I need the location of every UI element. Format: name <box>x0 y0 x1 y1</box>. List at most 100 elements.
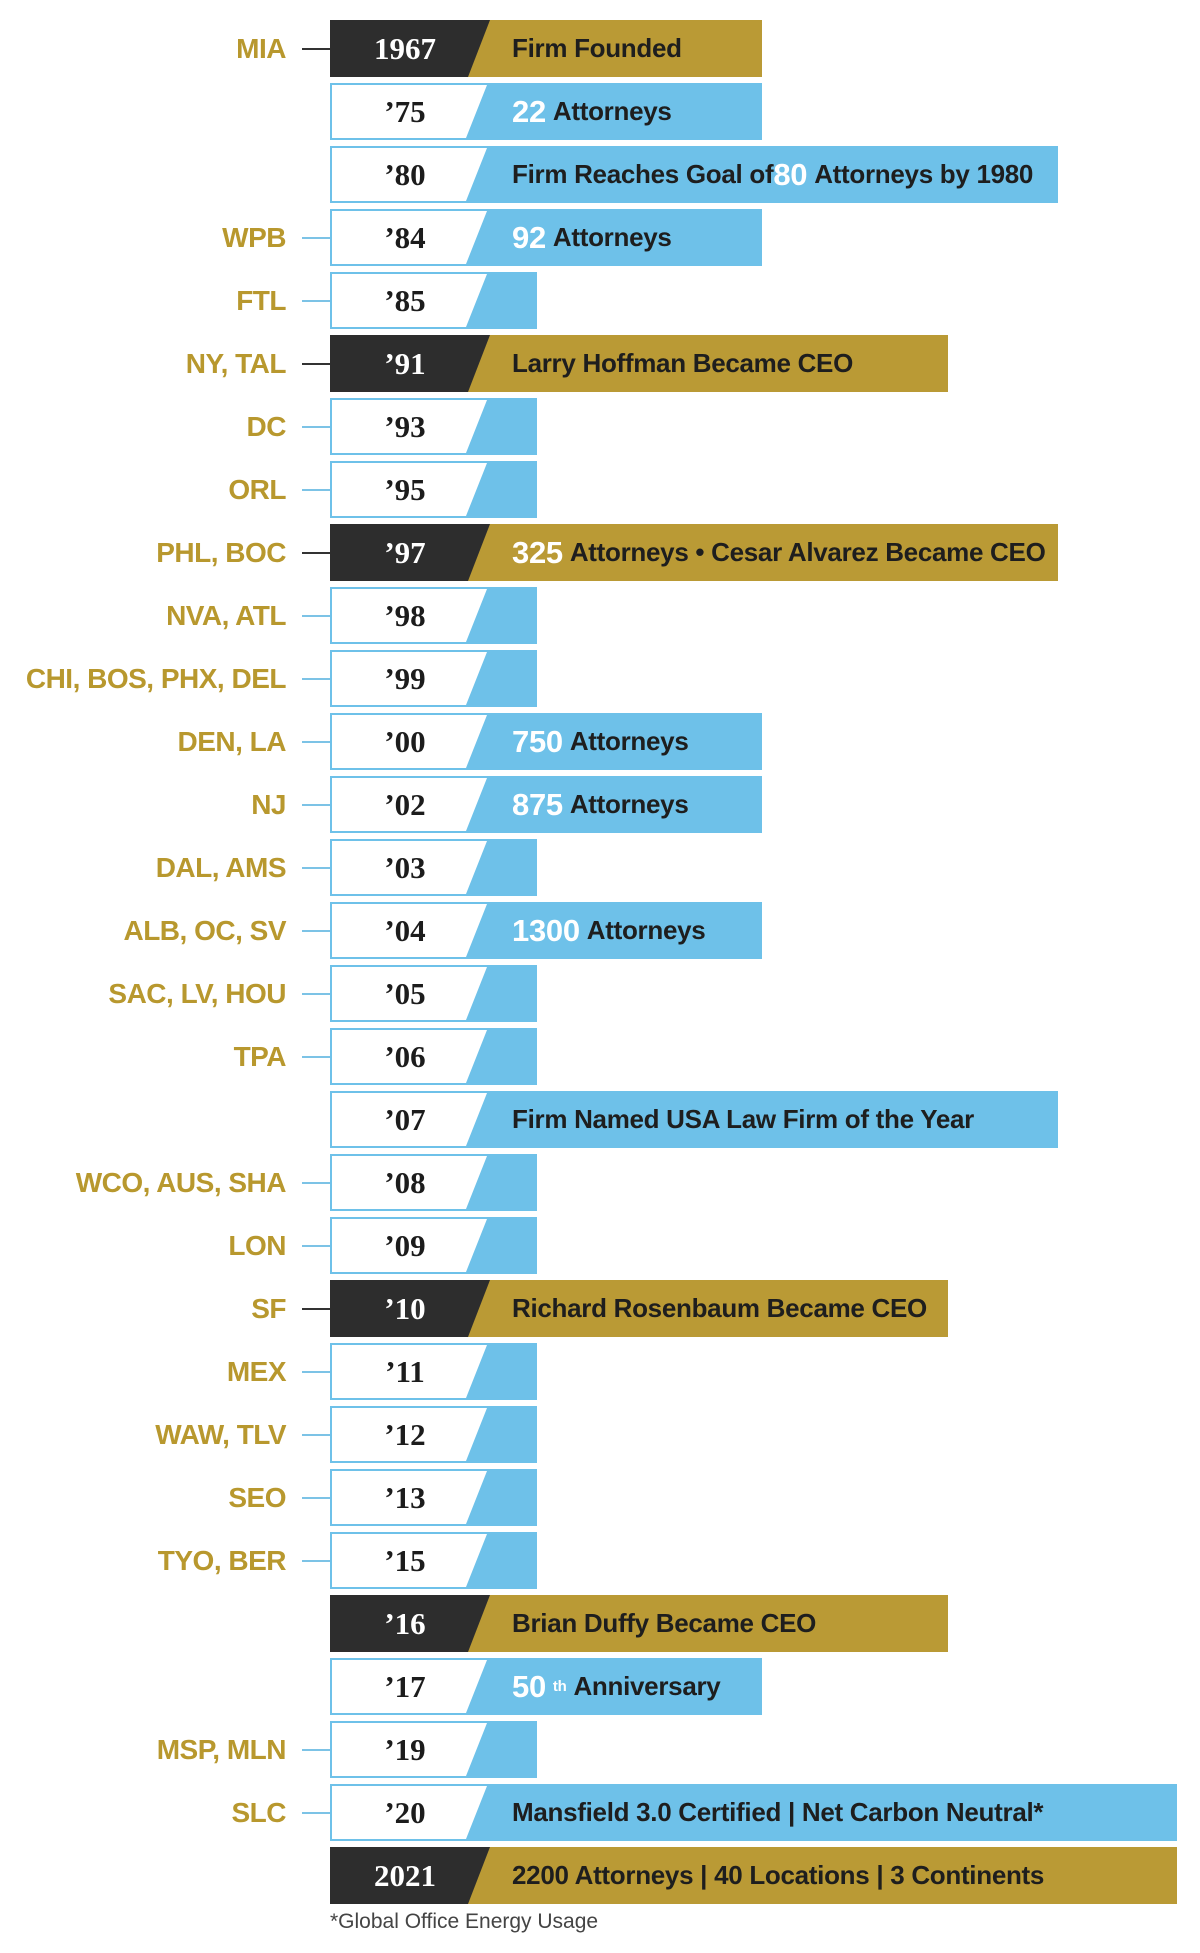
timeline-row: SF Richard Rosenbaum Became CEO ’10 <box>0 1280 1200 1337</box>
office-locations: WPB <box>222 222 286 253</box>
year-label: ’98 <box>384 598 426 633</box>
milestone-text: Attorneys <box>586 915 706 945</box>
year-label: ’00 <box>384 724 426 759</box>
year-box-fill <box>332 1723 487 1776</box>
year-box: ’07 <box>330 1091 490 1148</box>
timeline-row: SEO ’13 <box>0 1469 1200 1526</box>
office-locations: DAL, AMS <box>155 852 287 883</box>
milestone-text: Brian Duffy Became CEO <box>512 1608 817 1638</box>
office-locations: DC <box>246 411 287 442</box>
milestone-bar: Mansfield 3.0 Certified | Net Carbon Neu… <box>467 1784 1177 1841</box>
office-locations: SLC <box>231 1797 287 1828</box>
year-box-fill <box>332 400 487 453</box>
office-locations: DEN, LA <box>177 726 287 757</box>
milestone-bar: Firm Reaches Goal of 80 Attorneys by 1980 <box>467 146 1058 203</box>
year-label: ’93 <box>384 409 426 444</box>
year-box-fill <box>332 715 487 768</box>
milestone-text: Firm Founded <box>512 33 682 63</box>
timeline-row: SLC Mansfield 3.0 Certified | Net Carbon … <box>0 1784 1200 1841</box>
office-locations: MSP, MLN <box>156 1734 287 1765</box>
milestone-text: Attorneys <box>569 726 689 756</box>
connector-tick <box>302 1056 330 1058</box>
year-box: ’09 <box>330 1217 490 1274</box>
year-box-fill <box>332 463 487 516</box>
year-box: ’00 <box>330 713 490 770</box>
year-label: ’17 <box>384 1669 426 1704</box>
year-box: ’12 <box>330 1406 490 1463</box>
year-label: ’15 <box>384 1543 426 1578</box>
office-locations: MIA <box>236 33 286 64</box>
timeline-row: DEN, LA 750 Attorneys ’00 <box>0 713 1200 770</box>
milestone-text: Larry Hoffman Became CEO <box>512 348 854 378</box>
year-box-fill <box>332 85 487 138</box>
timeline-row: 50 th Anniversary ’17 <box>0 1658 1200 1715</box>
timeline-row: NY, TAL Larry Hoffman Became CEO ’91 <box>0 335 1200 392</box>
timeline-row: WPB 92 Attorneys ’84 <box>0 209 1200 266</box>
year-box-fill <box>332 1534 487 1587</box>
year-label: ’13 <box>384 1480 426 1515</box>
year-box-fill <box>332 148 487 201</box>
year-box: 1967 <box>330 20 490 77</box>
connector-tick <box>302 1245 330 1247</box>
milestone-number: 92 <box>512 219 546 255</box>
timeline-row: PHL, BOC 325 Attorneys • Cesar Alvarez Bec… <box>0 524 1200 581</box>
year-box-fill <box>332 1471 487 1524</box>
year-box: ’05 <box>330 965 490 1022</box>
timeline-row: DC ’93 <box>0 398 1200 455</box>
year-label: ’07 <box>384 1102 426 1137</box>
year-label: 2021 <box>374 1858 436 1893</box>
timeline-row: 2200 Attorneys | 40 Locations | 3 Contin… <box>0 1847 1200 1904</box>
year-label: ’16 <box>384 1606 426 1641</box>
year-label: ’08 <box>384 1165 426 1200</box>
year-box: ’97 <box>330 524 490 581</box>
timeline-row: ORL ’95 <box>0 461 1200 518</box>
year-label: ’11 <box>385 1354 425 1389</box>
timeline-row: WAW, TLV ’12 <box>0 1406 1200 1463</box>
year-label: 1967 <box>374 31 436 66</box>
year-box-fill <box>332 1408 487 1461</box>
year-box: ’08 <box>330 1154 490 1211</box>
connector-tick <box>302 1434 330 1436</box>
year-box-fill <box>332 1219 487 1272</box>
year-box-fill <box>332 1093 487 1146</box>
connector-tick <box>302 489 330 491</box>
timeline-row: TPA ’06 <box>0 1028 1200 1085</box>
connector-tick <box>302 1560 330 1562</box>
year-box: ’10 <box>330 1280 490 1337</box>
year-box: 2021 <box>330 1847 490 1904</box>
timeline-row: MIA Firm Founded 1967 <box>0 20 1200 77</box>
milestone-bar: 325 Attorneys • Cesar Alvarez Became CEO <box>467 524 1058 581</box>
milestone-text: Attorneys <box>552 222 672 252</box>
timeline-row: Brian Duffy Became CEO ’16 <box>0 1595 1200 1652</box>
connector-tick <box>302 237 330 239</box>
milestone-bar: 22 Attorneys <box>467 83 762 140</box>
connector-tick <box>302 1182 330 1184</box>
milestone-number: 80 <box>773 156 808 192</box>
year-box: ’16 <box>330 1595 490 1652</box>
office-locations: TPA <box>233 1041 287 1072</box>
year-box-fill <box>332 841 487 894</box>
milestone-text: Attorneys • Cesar Alvarez Became CEO <box>569 537 1046 567</box>
connector-tick <box>302 867 330 869</box>
year-box-fill <box>332 904 487 957</box>
connector-tick <box>302 741 330 743</box>
year-label: ’03 <box>384 850 426 885</box>
footnote: *Global Office Energy Usage <box>330 1910 599 1933</box>
milestone-text: Firm Named USA Law Firm of the Year <box>512 1104 974 1134</box>
year-box: ’98 <box>330 587 490 644</box>
connector-tick <box>302 993 330 995</box>
connector-tick <box>302 678 330 680</box>
timeline-row: WCO, AUS, SHA ’08 <box>0 1154 1200 1211</box>
milestone-bar: Firm Founded <box>467 20 762 77</box>
timeline-row: NJ 875 Attorneys ’02 <box>0 776 1200 833</box>
timeline-row: ALB, OC, SV 1300 Attorneys ’04 <box>0 902 1200 959</box>
office-locations: CHI, BOS, PHX, DEL <box>25 663 287 694</box>
office-locations: WCO, AUS, SHA <box>75 1167 287 1198</box>
year-label: ’09 <box>384 1228 426 1263</box>
office-locations: SEO <box>228 1482 286 1513</box>
office-locations: ALB, OC, SV <box>123 915 286 946</box>
year-label: ’84 <box>384 220 426 255</box>
year-box: ’91 <box>330 335 490 392</box>
connector-tick <box>302 1308 330 1310</box>
year-label: ’10 <box>384 1291 426 1326</box>
